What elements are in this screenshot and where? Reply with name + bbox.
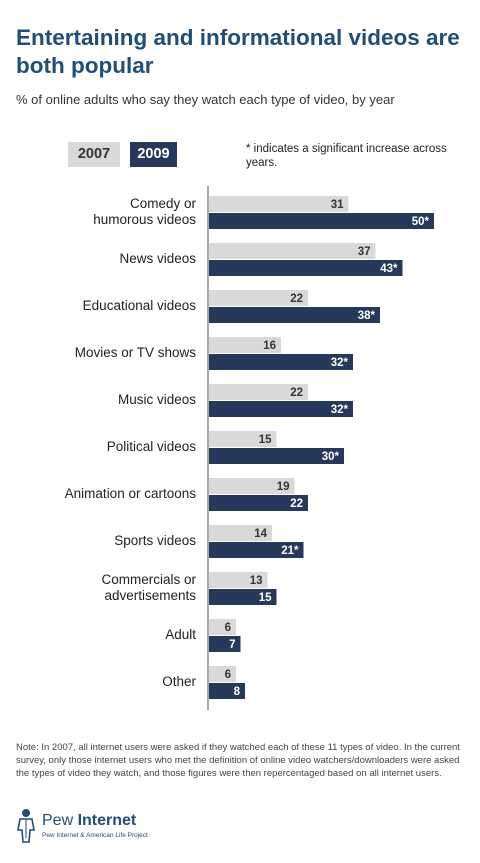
- data-label-2009-5: 30*: [322, 451, 340, 463]
- category-label-3: Movies or TV shows: [16, 345, 196, 361]
- bar-2007-9: [209, 619, 236, 635]
- significance-note: * indicates a significant increase acros…: [246, 143, 447, 169]
- category-label-line: Animation or cartoons: [64, 485, 196, 501]
- data-label-2009-4: 32*: [331, 404, 349, 416]
- category-label-line: Sports videos: [114, 532, 196, 548]
- data-label-2007-4: 22: [290, 387, 303, 399]
- bar-2007-5: [209, 431, 277, 447]
- data-label-2007-6: 19: [277, 481, 290, 493]
- bar-2007-4: [209, 384, 308, 400]
- data-label-2007-2: 22: [290, 293, 303, 305]
- bar-2009-5: [209, 448, 344, 464]
- data-label-2009-1: 43*: [380, 263, 398, 275]
- data-label-2009-0: 50*: [412, 216, 430, 228]
- bar-2009-4: [209, 401, 353, 417]
- bar-2007-7: [209, 525, 272, 541]
- category-label-10: Other: [16, 674, 196, 690]
- category-label-line: advertisements: [104, 587, 196, 603]
- data-label-2009-8: 15: [259, 592, 272, 604]
- data-label-2007-1: 37: [358, 246, 371, 258]
- data-label-2007-7: 14: [254, 528, 267, 540]
- category-label-5: Political videos: [16, 439, 196, 455]
- category-label-6: Animation or cartoons: [16, 486, 196, 502]
- bar-2007-2: [209, 290, 308, 306]
- pew-internet-logo: Pew Internet Pew Internet & American Lif…: [14, 808, 214, 848]
- category-label-line: News videos: [119, 250, 196, 266]
- logo-word-internet: Internet: [77, 812, 137, 829]
- legend-item-2009: 2009: [130, 142, 177, 167]
- bar-2009-3: [209, 354, 353, 370]
- category-label-7: Sports videos: [16, 533, 196, 549]
- bar-2009-8: [209, 589, 277, 605]
- logo-text: Pew Internet: [42, 812, 136, 830]
- bar-2009-0: [209, 213, 434, 229]
- category-label-line: Comedy or: [129, 195, 196, 211]
- data-label-2007-3: 16: [263, 340, 276, 352]
- bar-chart: 3150*3743*2238*1632*2232*1530*19221421*1…: [207, 186, 434, 710]
- person-icon: [17, 809, 35, 843]
- data-label-2007-0: 31: [331, 199, 344, 211]
- category-label-2: Educational videos: [16, 298, 196, 314]
- data-label-2007-9: 6: [225, 622, 231, 634]
- data-label-2007-8: 13: [250, 575, 263, 587]
- category-label-9: Adult: [16, 627, 196, 643]
- data-label-2009-2: 38*: [358, 310, 376, 322]
- footnote: Note: In 2007, all internet users were a…: [16, 742, 460, 779]
- category-label-line: Music videos: [117, 391, 196, 407]
- bar-2007-3: [209, 337, 281, 353]
- category-label-8: Commercials or advertisements: [16, 572, 196, 604]
- bar-2007-8: [209, 572, 268, 588]
- legend-item-2007: 2007: [68, 142, 120, 167]
- bar-2009-2: [209, 307, 380, 323]
- category-label-line: Commercials or: [101, 571, 196, 587]
- bar-2009-9: [209, 636, 241, 652]
- category-label-line: Movies or TV shows: [74, 344, 196, 360]
- logo-word-pew: Pew: [42, 812, 74, 829]
- chart-subtitle: % of online adults who say they watch ea…: [16, 92, 395, 107]
- data-label-2009-7: 21*: [281, 545, 299, 557]
- category-label-line: Educational videos: [82, 297, 196, 313]
- bar-2007-6: [209, 478, 295, 494]
- bar-2009-7: [209, 542, 304, 558]
- data-label-2009-10: 8: [234, 686, 241, 698]
- data-label-2009-3: 32*: [331, 357, 349, 369]
- category-label-line: Adult: [165, 626, 196, 642]
- chart-title: Entertaining and informational videos ar…: [16, 25, 460, 78]
- category-label-line: Other: [162, 673, 196, 689]
- bar-2007-10: [209, 666, 236, 682]
- data-label-2009-9: 7: [229, 639, 235, 651]
- category-label-line: humorous videos: [93, 211, 196, 227]
- data-label-2007-5: 15: [259, 434, 272, 446]
- bar-2009-10: [209, 683, 245, 699]
- bar-2009-1: [209, 260, 403, 276]
- bar-2009-6: [209, 495, 308, 511]
- data-label-2007-10: 6: [225, 669, 231, 681]
- logo-subtitle: Pew Internet & American Life Project: [42, 832, 148, 839]
- bar-2007-1: [209, 243, 376, 259]
- category-label-line: Political videos: [106, 438, 196, 454]
- data-label-2009-6: 22: [290, 498, 303, 510]
- category-label-4: Music videos: [16, 392, 196, 408]
- category-label-1: News videos: [16, 251, 196, 267]
- bar-2007-0: [209, 196, 349, 212]
- category-label-0: Comedy or humorous videos: [16, 196, 196, 228]
